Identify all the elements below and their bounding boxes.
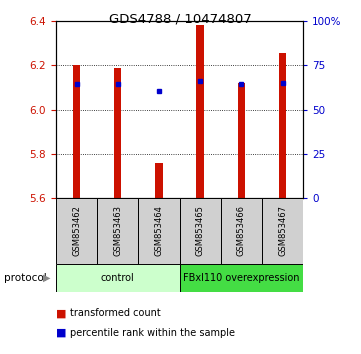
Bar bbox=[196, 24, 204, 198]
Bar bbox=[56, 198, 97, 264]
Bar bbox=[180, 198, 221, 264]
Text: ■: ■ bbox=[56, 328, 66, 338]
Text: protocol: protocol bbox=[4, 273, 46, 283]
Text: GSM853467: GSM853467 bbox=[278, 205, 287, 257]
Text: GDS4788 / 10474807: GDS4788 / 10474807 bbox=[109, 12, 252, 25]
Bar bbox=[56, 264, 180, 292]
Bar bbox=[155, 163, 163, 198]
Text: GSM853462: GSM853462 bbox=[72, 206, 81, 256]
Bar bbox=[279, 53, 286, 198]
Bar bbox=[262, 198, 303, 264]
Text: transformed count: transformed count bbox=[70, 308, 161, 318]
Bar bbox=[73, 65, 80, 198]
Bar bbox=[97, 198, 138, 264]
Bar bbox=[221, 198, 262, 264]
Bar bbox=[238, 83, 245, 198]
Text: ▶: ▶ bbox=[43, 273, 50, 283]
Text: GSM853466: GSM853466 bbox=[237, 205, 246, 257]
Text: ■: ■ bbox=[56, 308, 66, 318]
Bar bbox=[180, 264, 303, 292]
Text: GSM853464: GSM853464 bbox=[155, 206, 164, 256]
Bar bbox=[138, 198, 180, 264]
Text: control: control bbox=[101, 273, 135, 283]
Text: FBxl110 overexpression: FBxl110 overexpression bbox=[183, 273, 300, 283]
Text: GSM853465: GSM853465 bbox=[196, 206, 205, 256]
Text: percentile rank within the sample: percentile rank within the sample bbox=[70, 328, 235, 338]
Text: GSM853463: GSM853463 bbox=[113, 205, 122, 257]
Bar bbox=[114, 68, 122, 198]
